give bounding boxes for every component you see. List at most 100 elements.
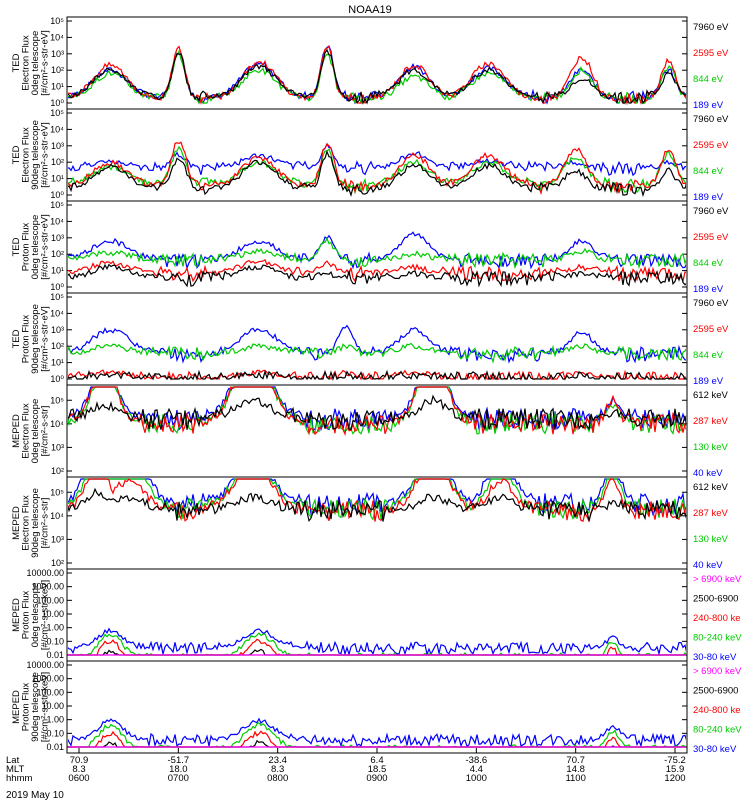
- series-red: [68, 258, 686, 283]
- y-tick-label: 1000.00: [31, 582, 64, 592]
- panel-2: TEDProton Flux0deg telescope[#/cm²-s-str…: [11, 200, 729, 295]
- y-axis-label: MEPEDElectron Flux0deg telescope[#/cm²-s…: [11, 399, 51, 463]
- x-tick-label-hhmm: 0900: [366, 773, 387, 784]
- panel-0: TEDElectron Flux0deg telescope[#/cm²-s-s…: [11, 16, 729, 111]
- legend-entry: 189 eV: [693, 192, 724, 203]
- y-axis-label-line: TED: [11, 53, 22, 72]
- legend-entry: 130 keV: [693, 442, 729, 453]
- y-axis-label: MEPEDProton Flux0deg telescope[#/cm²-s-s…: [11, 580, 51, 650]
- y-tick-label: 10⁵: [50, 16, 64, 26]
- y-tick-label: 10000.00: [26, 660, 64, 670]
- series-black: [68, 394, 686, 432]
- y-tick-label: 10²: [51, 466, 64, 476]
- series-group: [68, 231, 686, 288]
- y-tick-label: 10¹: [51, 266, 64, 276]
- x-tick-label-lat: 6.4: [370, 755, 383, 766]
- y-tick-label: 10⁰: [50, 374, 64, 384]
- y-tick-label: 0.01: [46, 650, 64, 660]
- y-axis-label-line: 0deg telescope: [30, 215, 41, 279]
- y-axis-label-line: 90deg telescope: [30, 672, 41, 742]
- x-row-label: hhmm: [6, 773, 32, 784]
- y-axis-label-line: Electron Flux: [20, 403, 31, 459]
- legend-entry: 7960 eV: [693, 114, 729, 125]
- y-axis-label-line: [#/cm²-s-str-eV]: [39, 122, 50, 187]
- y-axis-label: TEDProton Flux90deg telescope[#/cm²-s-st…: [11, 304, 51, 374]
- y-axis-label-line: Electron Flux: [20, 127, 31, 183]
- x-tick-label-mlt: 14.8: [566, 764, 585, 775]
- series-group: [68, 45, 686, 106]
- series-group: [68, 386, 686, 437]
- panel-5: MEPEDElectron Flux90deg telescope[#/cm²-…: [11, 476, 729, 571]
- series-group: [68, 717, 686, 748]
- legend-entry: 7960 eV: [693, 206, 729, 217]
- x-tick-label-lat: 23.4: [268, 755, 287, 766]
- y-tick-label: 10²: [51, 558, 64, 568]
- legend-entry: 30-80 keV: [693, 744, 737, 755]
- panel-frame: [66, 200, 688, 294]
- series-green: [68, 342, 686, 364]
- series-group: [68, 324, 686, 382]
- series-red: [68, 141, 686, 196]
- y-axis-label-line: Electron Flux: [20, 35, 31, 91]
- x-tick-label-lat: -75.2: [664, 755, 686, 766]
- y-axis-label-line: 90deg telescope: [30, 488, 41, 558]
- y-tick-label: 10²: [51, 65, 64, 75]
- x-tick-label-mlt: 8.3: [271, 764, 284, 775]
- y-axis-label-line: 0deg telescope: [30, 31, 41, 95]
- date-label: 2019 May 10: [6, 790, 64, 800]
- panel-frame: [66, 660, 688, 754]
- series-red: [68, 369, 686, 382]
- y-tick-label: 10³: [51, 49, 64, 59]
- y-axis-label-line: [#/cm²-s-str-keV]: [39, 580, 50, 650]
- x-tick-label-lat: 70.9: [70, 755, 89, 766]
- y-tick-label: 0.10: [46, 636, 64, 646]
- y-tick-label: 10⁰: [50, 190, 64, 200]
- series-group: [68, 141, 686, 198]
- y-axis-label-line: [#/cm²-s-str-eV]: [39, 214, 50, 279]
- y-tick-label: 10⁵: [50, 292, 64, 302]
- legend-entry: 844 eV: [693, 74, 724, 85]
- legend-entry: 2595 eV: [693, 232, 729, 243]
- legend-entry: 80-240 keV: [693, 725, 742, 736]
- legend-entry: > 6900 keV: [693, 574, 742, 585]
- y-axis-label-line: [#/cm²-s-str]: [39, 498, 50, 549]
- y-tick-label: 10⁴: [50, 216, 64, 226]
- y-axis-label-line: Electron Flux: [20, 495, 31, 551]
- legend-entry: 844 eV: [693, 350, 724, 361]
- legend-entry: 2595 eV: [693, 48, 729, 59]
- series-blue: [68, 142, 686, 177]
- x-row-label: Lat: [6, 755, 20, 766]
- x-tick-label-mlt: 15.9: [666, 764, 685, 775]
- panel-frame: [66, 384, 688, 478]
- series-green: [68, 237, 686, 270]
- x-tick-label-lat: -51.7: [168, 755, 190, 766]
- y-tick-label: 10⁵: [50, 487, 64, 497]
- y-tick-label: 10¹: [51, 174, 64, 184]
- y-axis-label-line: TED: [11, 145, 22, 164]
- y-axis-label-line: 90deg telescope: [30, 304, 41, 374]
- panel-frame: [66, 476, 688, 570]
- panel-1: TEDElectron Flux90deg telescope[#/cm²-s-…: [11, 108, 729, 203]
- series-black: [68, 487, 686, 523]
- y-tick-label: 10⁴: [50, 419, 64, 429]
- legend-entry: 240-800 ke: [693, 613, 741, 624]
- y-tick-label: 10⁰: [50, 98, 64, 108]
- y-tick-label: 10⁴: [50, 32, 64, 42]
- y-axis-label-line: TED: [11, 237, 22, 256]
- legend-entry: 189 eV: [693, 284, 724, 295]
- y-tick-label: 10000.00: [26, 568, 64, 578]
- y-axis-label-line: Proton Flux: [20, 314, 31, 363]
- y-axis-label-line: Proton Flux: [20, 682, 31, 731]
- legend-entry: 40 keV: [693, 468, 723, 479]
- legend-entry: 612 keV: [693, 482, 729, 493]
- y-tick-label: 1.00: [46, 715, 64, 725]
- x-tick-label-mlt: 8.3: [72, 764, 85, 775]
- x-tick-label-hhmm: 1200: [664, 773, 685, 784]
- x-tick-label-hhmm: 0800: [267, 773, 288, 784]
- y-axis-label-line: MEPED: [11, 690, 22, 724]
- x-tick-label-hhmm: 1000: [466, 773, 487, 784]
- panels: TEDElectron Flux0deg telescope[#/cm²-s-s…: [11, 16, 743, 755]
- panel-4: MEPEDElectron Flux0deg telescope[#/cm²-s…: [11, 384, 729, 479]
- y-axis-label-line: MEPED: [11, 506, 22, 540]
- y-tick-label: 10³: [51, 141, 64, 151]
